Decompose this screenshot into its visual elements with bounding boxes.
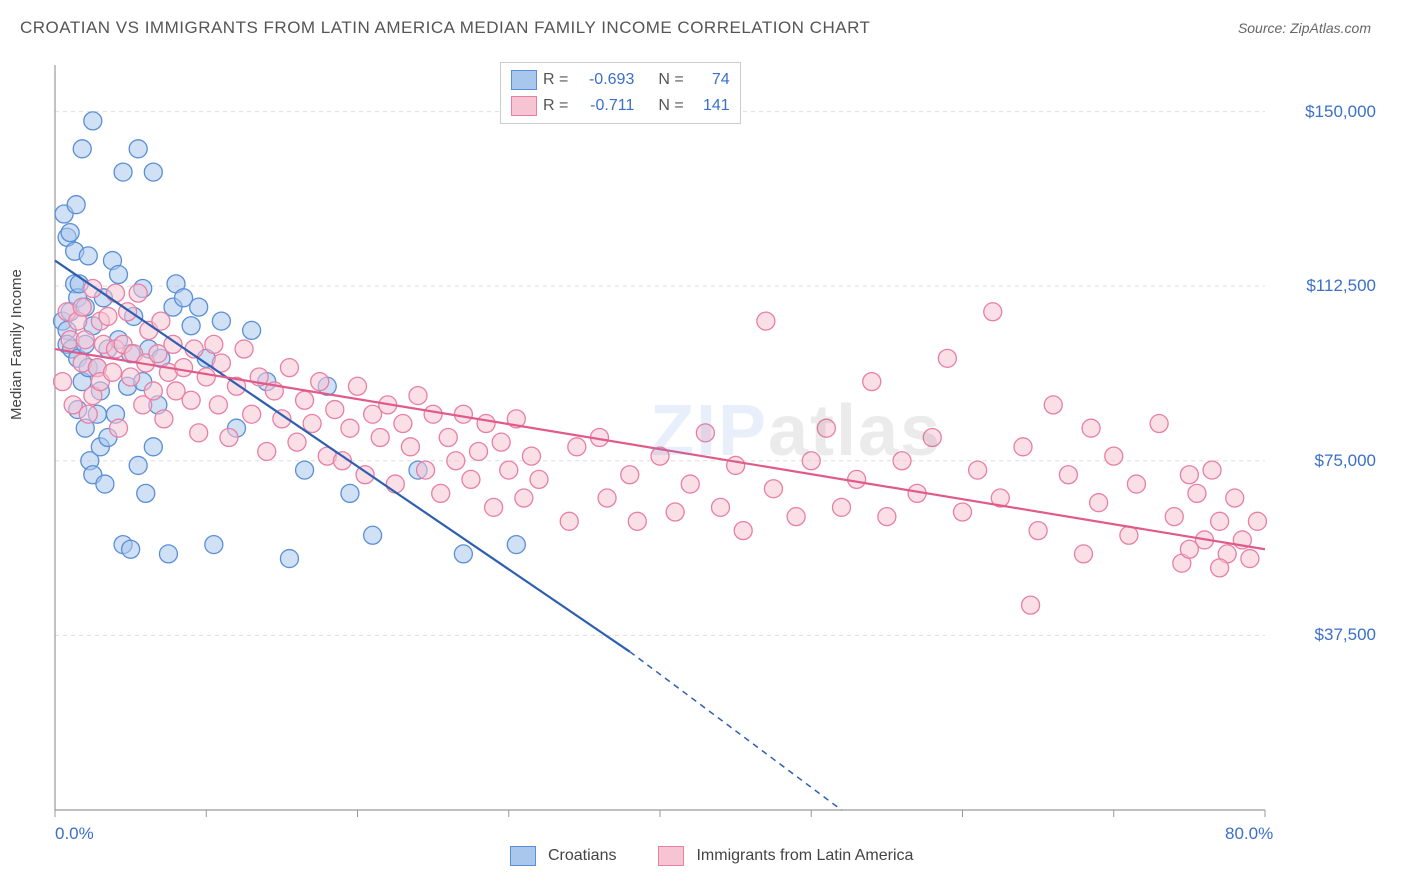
- x-tick-label: 0.0%: [55, 824, 94, 844]
- legend-swatch: [511, 96, 537, 116]
- y-axis-label: Median Family Income: [8, 269, 25, 420]
- r-label: R =: [543, 71, 568, 89]
- legend-swatch: [511, 70, 537, 90]
- y-tick-label: $112,500: [1306, 276, 1376, 296]
- x-tick-label: 80.0%: [1225, 824, 1273, 844]
- y-tick-label: $75,000: [1315, 451, 1376, 471]
- y-tick-label: $37,500: [1315, 625, 1376, 645]
- n-label: N =: [658, 71, 683, 89]
- source-attribution: Source: ZipAtlas.com: [1238, 20, 1371, 36]
- r-label: R =: [543, 97, 568, 115]
- chart-title: CROATIAN VS IMMIGRANTS FROM LATIN AMERIC…: [20, 18, 870, 38]
- n-value: 74: [690, 71, 730, 89]
- n-value: 141: [690, 97, 730, 115]
- legend-row: R = -0.693 N = 74: [511, 67, 730, 93]
- legend-row: R = -0.711 N = 141: [511, 93, 730, 119]
- correlation-legend: R = -0.693 N = 74 R = -0.711 N = 141: [500, 62, 741, 124]
- r-value: -0.711: [574, 97, 634, 115]
- scatter-chart: [50, 55, 1360, 830]
- legend-label: Croatians: [548, 847, 616, 865]
- series-legend: Croatians Immigrants from Latin America: [510, 846, 943, 866]
- legend-swatch: [658, 846, 684, 866]
- legend-label: Immigrants from Latin America: [696, 847, 913, 865]
- n-label: N =: [658, 97, 683, 115]
- y-tick-label: $150,000: [1305, 102, 1376, 122]
- r-value: -0.693: [574, 71, 634, 89]
- chart-container: [50, 55, 1360, 830]
- legend-swatch: [510, 846, 536, 866]
